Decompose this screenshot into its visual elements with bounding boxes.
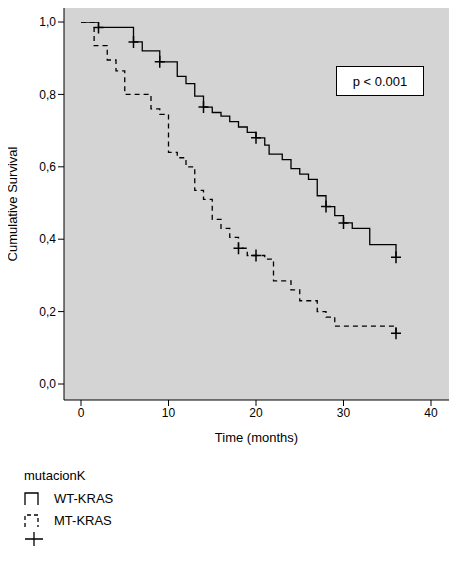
- svg-text:Cumulative Survival: Cumulative Survival: [8, 146, 20, 261]
- svg-text:10: 10: [162, 406, 176, 420]
- svg-text:0: 0: [78, 406, 85, 420]
- svg-text:Time (months): Time (months): [215, 430, 298, 445]
- svg-text:0,4: 0,4: [39, 232, 56, 246]
- html-text:p < 0.001: p < 0.001: [352, 73, 408, 89]
- svg-text:1,0: 1,0: [39, 15, 56, 29]
- svg-text:40: 40: [424, 406, 438, 420]
- svg-text:30: 30: [337, 406, 351, 420]
- svg-text:0,8: 0,8: [39, 88, 56, 102]
- svg-text:20: 20: [249, 406, 263, 420]
- svg-text:0,2: 0,2: [39, 305, 56, 319]
- svg-text:0,6: 0,6: [39, 160, 56, 174]
- svg-text:0,0: 0,0: [39, 377, 56, 391]
- html-text:MT-KRAS: MT-KRAS: [54, 512, 112, 528]
- html-text:WT-KRAS: WT-KRAS: [54, 490, 114, 506]
- html-text:mutacionK: mutacionK: [24, 468, 86, 483]
